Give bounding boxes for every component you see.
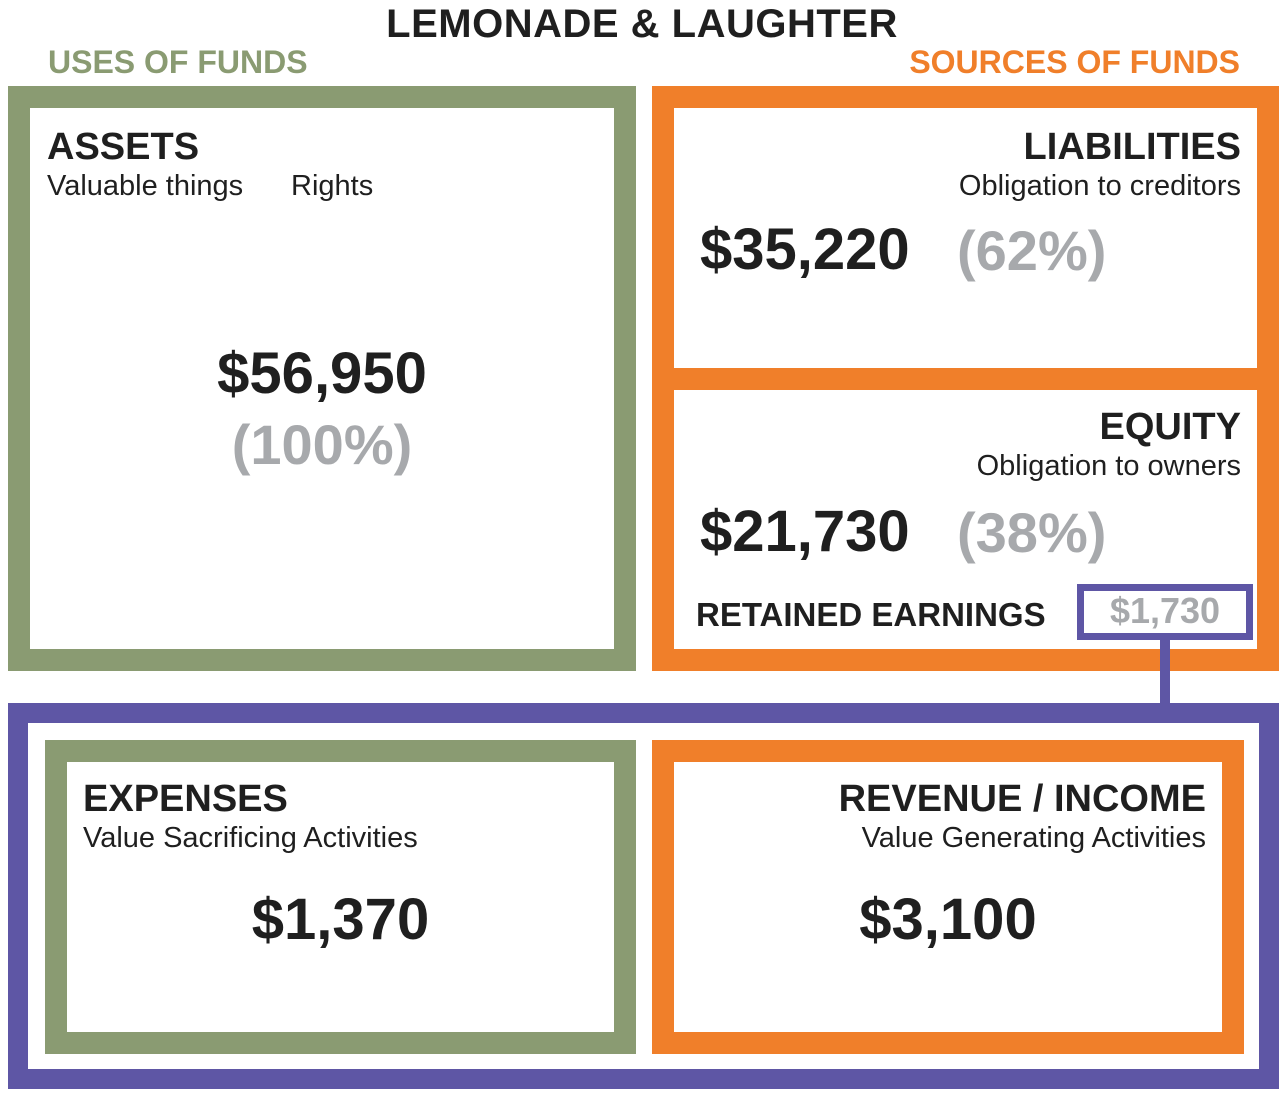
- expenses-title: EXPENSES: [83, 778, 288, 820]
- retained-earnings-connector: [1160, 636, 1170, 710]
- expenses-box: EXPENSES Value Sacrificing Activities $1…: [45, 740, 636, 1054]
- revenue-box: REVENUE / INCOME Value Generating Activi…: [652, 740, 1244, 1054]
- liabilities-subtitle: Obligation to creditors: [958, 170, 1241, 202]
- expenses-amount: $1,370: [251, 887, 430, 952]
- revenue-amount: $3,100: [859, 887, 1037, 952]
- liabilities-title: LIABILITIES: [1023, 126, 1241, 168]
- equity-percent: (38%): [957, 501, 1107, 564]
- retained-earnings-value: $1,730: [1077, 584, 1253, 640]
- equity-amount: $21,730: [700, 499, 910, 564]
- equity-title: EQUITY: [1099, 406, 1241, 448]
- sources-of-funds-heading: SOURCES OF FUNDS: [909, 44, 1240, 80]
- assets-percent: (100%): [231, 413, 413, 476]
- liabilities-box: LIABILITIES Obligation to creditors $35,…: [652, 86, 1279, 390]
- diagram-title: LEMONADE & LAUGHTER: [386, 2, 898, 46]
- assets-title: ASSETS: [47, 126, 200, 168]
- equity-box: EQUITY Obligation to owners $21,730 (38%…: [652, 368, 1279, 671]
- assets-amount: $56,950: [217, 341, 427, 406]
- uses-of-funds-heading: USES OF FUNDS: [48, 44, 308, 80]
- assets-subtitle-rights: Rights: [291, 170, 374, 202]
- equity-subtitle: Obligation to owners: [976, 450, 1241, 482]
- revenue-subtitle: Value Generating Activities: [861, 822, 1206, 854]
- assets-box: ASSETS Valuable things Rights $56,950 (1…: [8, 86, 636, 671]
- liabilities-amount: $35,220: [700, 217, 910, 282]
- revenue-title: REVENUE / INCOME: [838, 778, 1206, 820]
- liabilities-percent: (62%): [957, 219, 1107, 282]
- assets-subtitle-valuable: Valuable things: [47, 170, 244, 202]
- expenses-subtitle: Value Sacrificing Activities: [83, 822, 418, 854]
- retained-earnings-label: RETAINED EARNINGS: [696, 596, 1046, 633]
